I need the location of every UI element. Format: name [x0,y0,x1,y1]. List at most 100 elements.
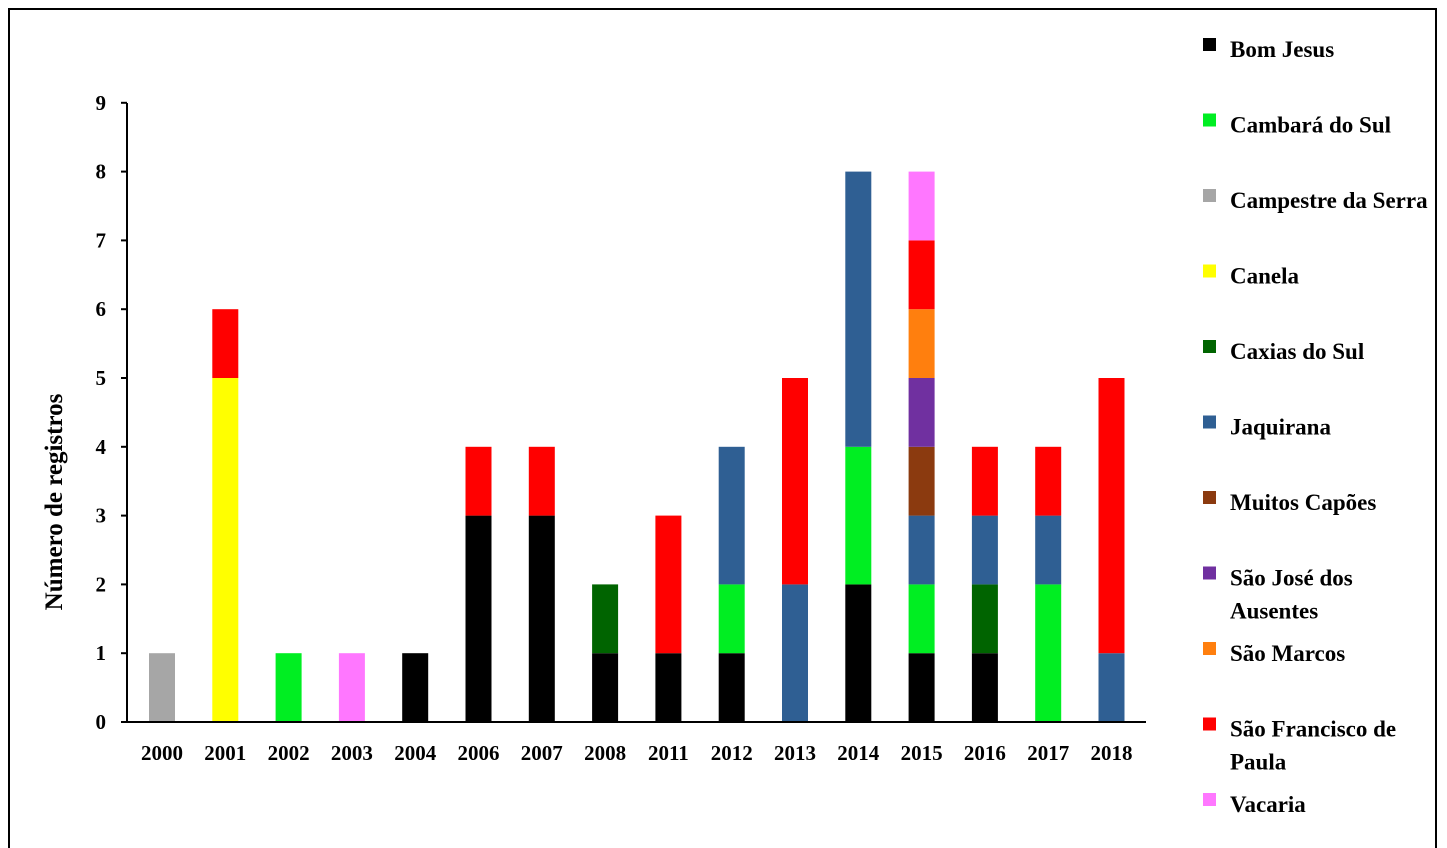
legend-label: Vacaria [1230,792,1306,817]
x-tick-label: 2014 [837,741,880,765]
bar-segment-2015-series-5 [908,515,935,585]
legend-swatch [1203,717,1216,731]
bar-segment-2008-series-4 [592,584,619,654]
legend: Bom Jesus Cambará do Sul Campestre da Serr… [1203,37,1428,817]
legend-item: Bom Jesus [1203,37,1334,62]
y-tick-label: 0 [96,710,107,734]
bar-segment-2015-series-6 [908,446,935,516]
y-tick-label: 8 [96,160,107,184]
legend-swatch [1203,415,1216,429]
legend-item: Canela [1203,264,1300,289]
legend-swatch [1203,38,1216,51]
bar-segment-2017-series-9 [1035,446,1062,516]
legend-label: Bom Jesus [1230,37,1334,62]
legend-label: São José dos Ausentes [1230,566,1353,624]
bar-segment-2013-series-5 [782,584,808,722]
x-tick-label: 2003 [331,741,373,765]
x-tick-label: 2012 [711,741,753,765]
y-tick-label: 3 [96,504,107,528]
legend-label: Jaquirana [1230,415,1331,440]
x-tick-label: 2011 [648,741,689,765]
y-tick-label: 6 [96,297,107,321]
x-tick-label: 2015 [901,741,943,765]
bar-segment-2018-series-9 [1098,378,1125,654]
x-tick-label: 2004 [394,741,437,765]
x-tick-label: 2018 [1091,741,1133,765]
legend-label: Canela [1230,264,1300,289]
x-tick-label: 2016 [964,741,1006,765]
bars-group [149,171,1125,722]
bar-segment-2007-series-9 [528,446,555,516]
legend-item: Vacaria [1203,792,1306,817]
x-ticks-group: 2000 2001 2002 2003 2004 2006 2007 2008 2011 2012… [141,741,1133,765]
bar-segment-2014-series-1 [845,446,872,585]
bar-segment-2008-series-0 [592,653,619,722]
bar-segment-2012-series-1 [718,584,745,654]
bar-segment-2001-series-9 [212,309,239,378]
bar-segment-2006-series-0 [465,515,492,722]
bar-segment-2015-series-9 [908,240,935,310]
y-tick-label: 9 [96,91,107,115]
legend-swatch [1203,793,1216,806]
bar-segment-2015-series-10 [908,171,935,241]
bar-segment-2011-series-9 [655,515,682,654]
legend-swatch [1203,566,1216,580]
y-tick-label: 1 [96,641,107,665]
legend-item: Caxias do Sul [1203,339,1364,364]
bar-segment-2014-series-5 [845,171,872,447]
bar-segment-2017-series-5 [1035,515,1062,585]
x-tick-label: 2007 [521,741,563,765]
y-tick-label: 2 [96,572,107,596]
bar-segment-2016-series-5 [971,515,998,585]
x-tick-label: 2008 [584,741,626,765]
y-axis-label: Número de registros [41,393,68,610]
legend-swatch [1203,264,1216,278]
bar-segment-2018-series-5 [1098,653,1125,722]
legend-swatch [1203,113,1216,127]
legend-item: Campestre da Serra [1203,188,1428,213]
bar-segment-2007-series-0 [528,515,555,722]
bar-segment-2001-series-3 [212,378,239,722]
x-tick-label: 2002 [268,741,310,765]
legend-label: São Francisco de Paula [1230,717,1396,775]
y-tick-label: 5 [96,366,107,390]
bar-segment-2012-series-0 [718,653,745,722]
bar-segment-2000-series-2 [149,653,175,722]
bar-segment-2015-series-8 [908,309,935,378]
bar-segment-2011-series-0 [655,653,682,722]
bar-segment-2015-series-0 [908,653,935,722]
bar-segment-2006-series-9 [465,446,492,516]
legend-item: São Francisco de Paula [1203,717,1396,775]
legend-label: Caxias do Sul [1230,339,1364,364]
bar-segment-2016-series-9 [971,446,998,516]
x-tick-label: 2017 [1027,741,1069,765]
x-tick-label: 2000 [141,741,183,765]
legend-item: Jaquirana [1203,415,1331,440]
legend-label: Cambará do Sul [1230,113,1391,138]
legend-swatch [1203,189,1216,202]
y-ticks-group: 0 1 2 3 4 5 6 7 8 9 [96,91,127,734]
bar-segment-2017-series-1 [1035,584,1062,722]
bar-segment-2013-series-9 [782,378,808,585]
bar-segment-2002-series-1 [275,653,302,722]
legend-label: São Marcos [1230,641,1345,666]
x-tick-label: 2001 [204,741,246,765]
bar-segment-2015-series-7 [908,378,935,447]
legend-item: Cambará do Sul [1203,113,1391,138]
bar-segment-2016-series-4 [971,584,998,654]
legend-item: São Marcos [1203,641,1345,666]
bar-segment-2012-series-5 [718,446,745,585]
legend-item: Muitos Capões [1203,490,1376,515]
bar-segment-2004-series-0 [402,653,429,722]
bar-segment-2014-series-0 [845,584,872,722]
bar-segment-2016-series-0 [971,653,998,722]
legend-item: São José dos Ausentes [1203,566,1353,624]
legend-swatch [1203,642,1216,655]
y-tick-label: 4 [96,435,107,459]
legend-label: Muitos Capões [1230,490,1376,515]
y-tick-label: 7 [96,228,107,252]
bar-segment-2003-series-10 [338,653,365,722]
bar-segment-2015-series-1 [908,584,935,654]
legend-swatch [1203,340,1216,353]
